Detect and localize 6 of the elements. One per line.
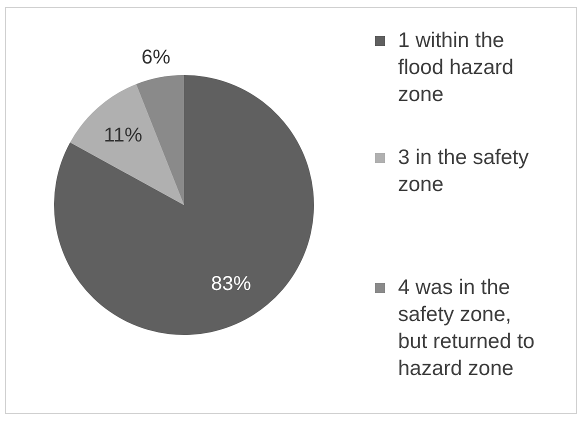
data-label: 11%	[104, 124, 142, 146]
data-label: 6%	[142, 46, 171, 69]
legend-label: 3 in the safety zone	[398, 145, 530, 198]
legend-label: 4 was in the safety zone, but returned to hazard zone	[398, 275, 536, 382]
legend-label: 1 within the flood hazard zone	[398, 28, 515, 108]
data-label: 83%	[210, 272, 252, 295]
